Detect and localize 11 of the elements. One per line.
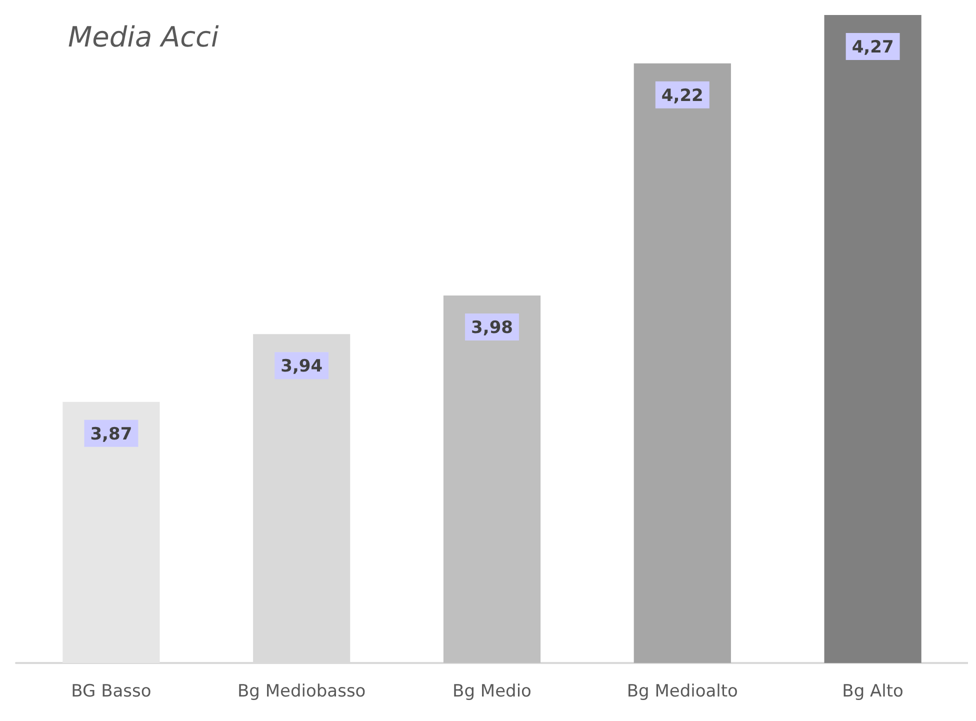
data-label: 3,98 xyxy=(471,318,513,338)
x-tick-label: Bg Medio xyxy=(452,682,532,702)
data-label: 3,94 xyxy=(280,356,323,377)
x-tick-label: BG Basso xyxy=(71,682,152,702)
data-label: 3,87 xyxy=(90,424,132,444)
x-tick-label: Bg Medioalto xyxy=(626,682,738,702)
chart-title: Media Acci xyxy=(68,20,219,54)
data-label: 4,22 xyxy=(661,86,704,106)
x-tick-label: Bg Alto xyxy=(842,682,904,702)
x-tick-label: Bg Mediobasso xyxy=(237,682,366,702)
data-label: 4,27 xyxy=(852,38,894,58)
